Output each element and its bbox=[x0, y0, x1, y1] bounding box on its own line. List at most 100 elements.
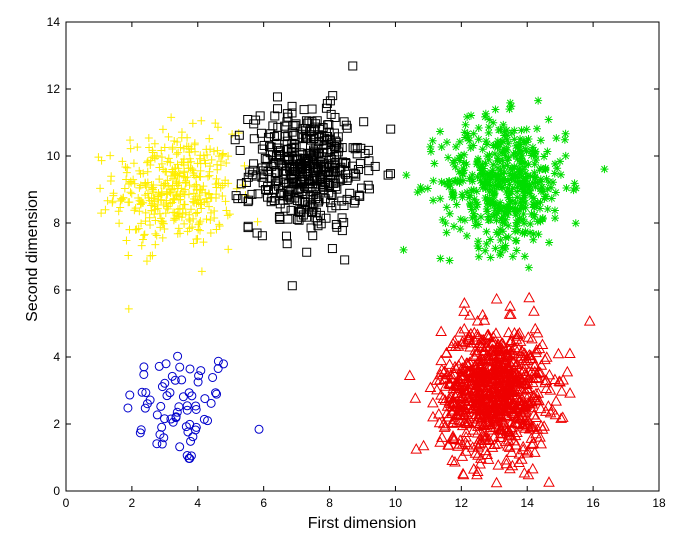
data-point-asterisk bbox=[531, 178, 540, 187]
y-tick-label: 4 bbox=[53, 350, 60, 364]
data-point-asterisk bbox=[460, 216, 469, 225]
data-point-square bbox=[298, 172, 308, 182]
data-point-square bbox=[259, 140, 269, 150]
data-point-asterisk bbox=[498, 147, 507, 156]
data-point-triangle bbox=[507, 356, 520, 367]
data-point-plus bbox=[195, 154, 204, 163]
data-point-triangle bbox=[492, 459, 505, 470]
data-point-plus bbox=[172, 150, 181, 159]
data-point-square bbox=[337, 226, 347, 236]
data-point-triangle bbox=[491, 380, 504, 391]
data-point-triangle bbox=[460, 426, 473, 438]
data-point-triangle bbox=[463, 329, 475, 341]
data-point-circle bbox=[172, 407, 182, 417]
data-point-plus bbox=[215, 221, 224, 230]
data-point-asterisk bbox=[465, 136, 474, 145]
data-point-asterisk bbox=[476, 162, 485, 171]
data-point-asterisk bbox=[522, 125, 531, 134]
data-point-asterisk bbox=[505, 197, 514, 206]
data-point-triangle bbox=[503, 336, 516, 347]
data-point-triangle bbox=[528, 305, 540, 316]
data-point-triangle bbox=[490, 292, 503, 304]
data-point-circle bbox=[200, 394, 210, 404]
data-point-asterisk bbox=[521, 199, 530, 208]
data-point-plus bbox=[159, 181, 168, 190]
data-point-square bbox=[261, 161, 271, 171]
data-point-asterisk bbox=[545, 238, 554, 247]
data-point-asterisk bbox=[544, 178, 553, 187]
data-point-circle bbox=[168, 417, 178, 427]
data-point-asterisk bbox=[530, 168, 539, 177]
data-point-asterisk bbox=[516, 180, 525, 189]
data-point-square bbox=[311, 213, 321, 223]
data-point-asterisk bbox=[460, 158, 469, 167]
data-point-circle bbox=[140, 403, 150, 413]
data-point-circle bbox=[145, 395, 155, 405]
data-point-asterisk bbox=[521, 158, 530, 167]
data-point-asterisk bbox=[494, 204, 503, 213]
data-point-plus bbox=[125, 198, 134, 207]
data-point-triangle bbox=[460, 431, 472, 442]
data-point-triangle bbox=[538, 420, 550, 431]
data-point-plus bbox=[154, 192, 163, 201]
data-point-asterisk bbox=[510, 126, 519, 135]
data-point-square bbox=[307, 150, 317, 160]
data-point-asterisk bbox=[503, 211, 512, 220]
data-point-plus bbox=[200, 156, 209, 165]
data-point-asterisk bbox=[500, 145, 509, 154]
data-point-asterisk bbox=[450, 177, 459, 186]
data-point-asterisk bbox=[513, 173, 522, 182]
data-point-plus bbox=[135, 166, 144, 175]
data-point-triangle bbox=[478, 314, 491, 325]
data-point-asterisk bbox=[458, 169, 467, 178]
data-point-asterisk bbox=[484, 123, 493, 132]
data-point-asterisk bbox=[494, 125, 503, 134]
data-point-asterisk bbox=[484, 128, 493, 137]
data-point-asterisk bbox=[505, 169, 514, 178]
data-point-circle bbox=[187, 391, 197, 401]
data-point-triangle bbox=[503, 350, 516, 361]
data-point-asterisk bbox=[480, 180, 489, 189]
data-point-square bbox=[323, 159, 333, 169]
data-point-triangle bbox=[443, 358, 456, 369]
data-point-asterisk bbox=[543, 205, 552, 214]
data-point-triangle bbox=[515, 453, 528, 464]
data-point-square bbox=[337, 213, 347, 223]
data-point-square bbox=[266, 142, 276, 152]
data-point-asterisk bbox=[548, 178, 557, 187]
data-point-triangle bbox=[457, 467, 469, 479]
data-point-triangle bbox=[434, 436, 446, 447]
data-point-square bbox=[312, 116, 322, 126]
data-point-asterisk bbox=[531, 152, 540, 161]
data-point-asterisk bbox=[496, 166, 505, 175]
data-point-square bbox=[257, 231, 267, 241]
data-point-asterisk bbox=[503, 131, 512, 140]
data-point-asterisk bbox=[562, 184, 571, 193]
data-point-square bbox=[316, 219, 326, 229]
data-point-plus bbox=[160, 143, 169, 152]
data-point-asterisk bbox=[600, 165, 609, 174]
data-point-asterisk bbox=[490, 201, 499, 210]
data-point-circle bbox=[170, 375, 180, 385]
data-point-triangle bbox=[507, 407, 520, 418]
data-point-plus bbox=[170, 136, 179, 145]
data-point-asterisk bbox=[518, 194, 527, 203]
data-point-square bbox=[340, 255, 350, 265]
y-tick-label: 0 bbox=[53, 484, 60, 498]
data-point-plus bbox=[187, 205, 196, 214]
data-point-asterisk bbox=[521, 175, 530, 184]
data-point-plus bbox=[126, 136, 135, 145]
data-point-asterisk bbox=[485, 115, 494, 124]
data-point-plus bbox=[171, 169, 180, 178]
data-point-asterisk bbox=[455, 137, 464, 146]
data-point-plus bbox=[224, 245, 233, 254]
data-point-triangle bbox=[484, 418, 496, 429]
data-point-circle bbox=[191, 401, 201, 411]
data-point-plus bbox=[205, 167, 214, 176]
data-point-triangle bbox=[467, 378, 480, 389]
data-point-square bbox=[294, 183, 304, 193]
data-point-asterisk bbox=[504, 193, 513, 202]
data-point-asterisk bbox=[535, 204, 544, 213]
data-point-triangle bbox=[471, 345, 483, 357]
